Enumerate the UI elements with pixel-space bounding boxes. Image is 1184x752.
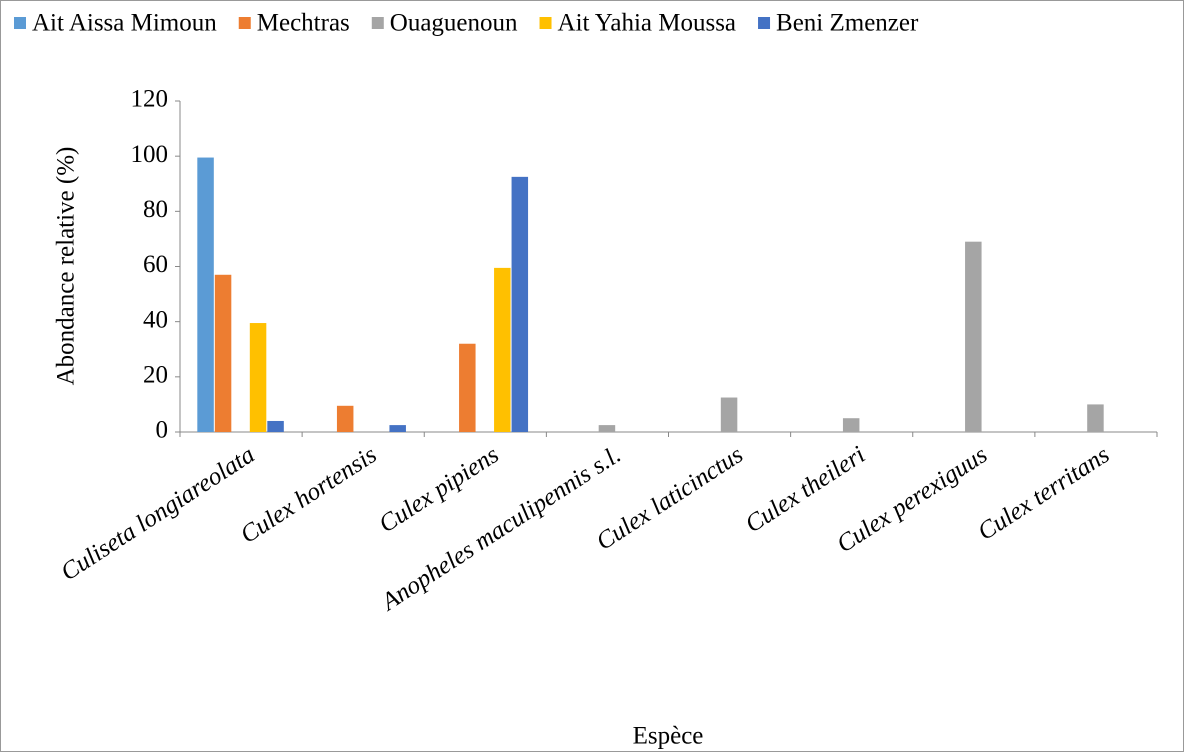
bar xyxy=(197,157,214,432)
legend-swatch xyxy=(14,17,26,29)
bar xyxy=(249,323,267,432)
y-tick-label: 0 xyxy=(156,417,169,444)
legend-label: Mechtras xyxy=(257,10,350,37)
legend-swatch xyxy=(539,17,552,29)
bar xyxy=(494,267,511,432)
bar xyxy=(459,343,476,432)
y-tick-label: 20 xyxy=(143,362,168,389)
legend-label: Ait Aissa Mimoun xyxy=(32,10,217,37)
y-axis-label: Abondance relative (%) xyxy=(53,147,80,386)
legend-swatch xyxy=(371,17,384,29)
bar xyxy=(965,241,982,432)
bar xyxy=(1087,404,1104,432)
bar xyxy=(720,397,738,432)
legend-label: Beni Zmenzer xyxy=(776,10,919,37)
legend-label: Ait Yahia Moussa xyxy=(558,10,737,37)
bar xyxy=(214,274,232,432)
bar xyxy=(389,425,406,432)
y-tick-label: 120 xyxy=(131,86,169,113)
x-axis-label: Espèce xyxy=(633,723,704,750)
bar xyxy=(336,405,354,432)
legend-label: Ouaguenoun xyxy=(390,10,518,37)
legend-swatch xyxy=(238,17,251,29)
bar xyxy=(267,420,284,432)
y-tick-label: 60 xyxy=(143,251,168,278)
y-tick-label: 100 xyxy=(131,141,169,168)
y-tick-label: 80 xyxy=(143,196,168,223)
bar xyxy=(511,176,529,432)
bar xyxy=(842,418,860,432)
legend-swatch xyxy=(758,17,771,29)
y-tick-label: 40 xyxy=(143,306,168,333)
bar xyxy=(598,425,616,432)
